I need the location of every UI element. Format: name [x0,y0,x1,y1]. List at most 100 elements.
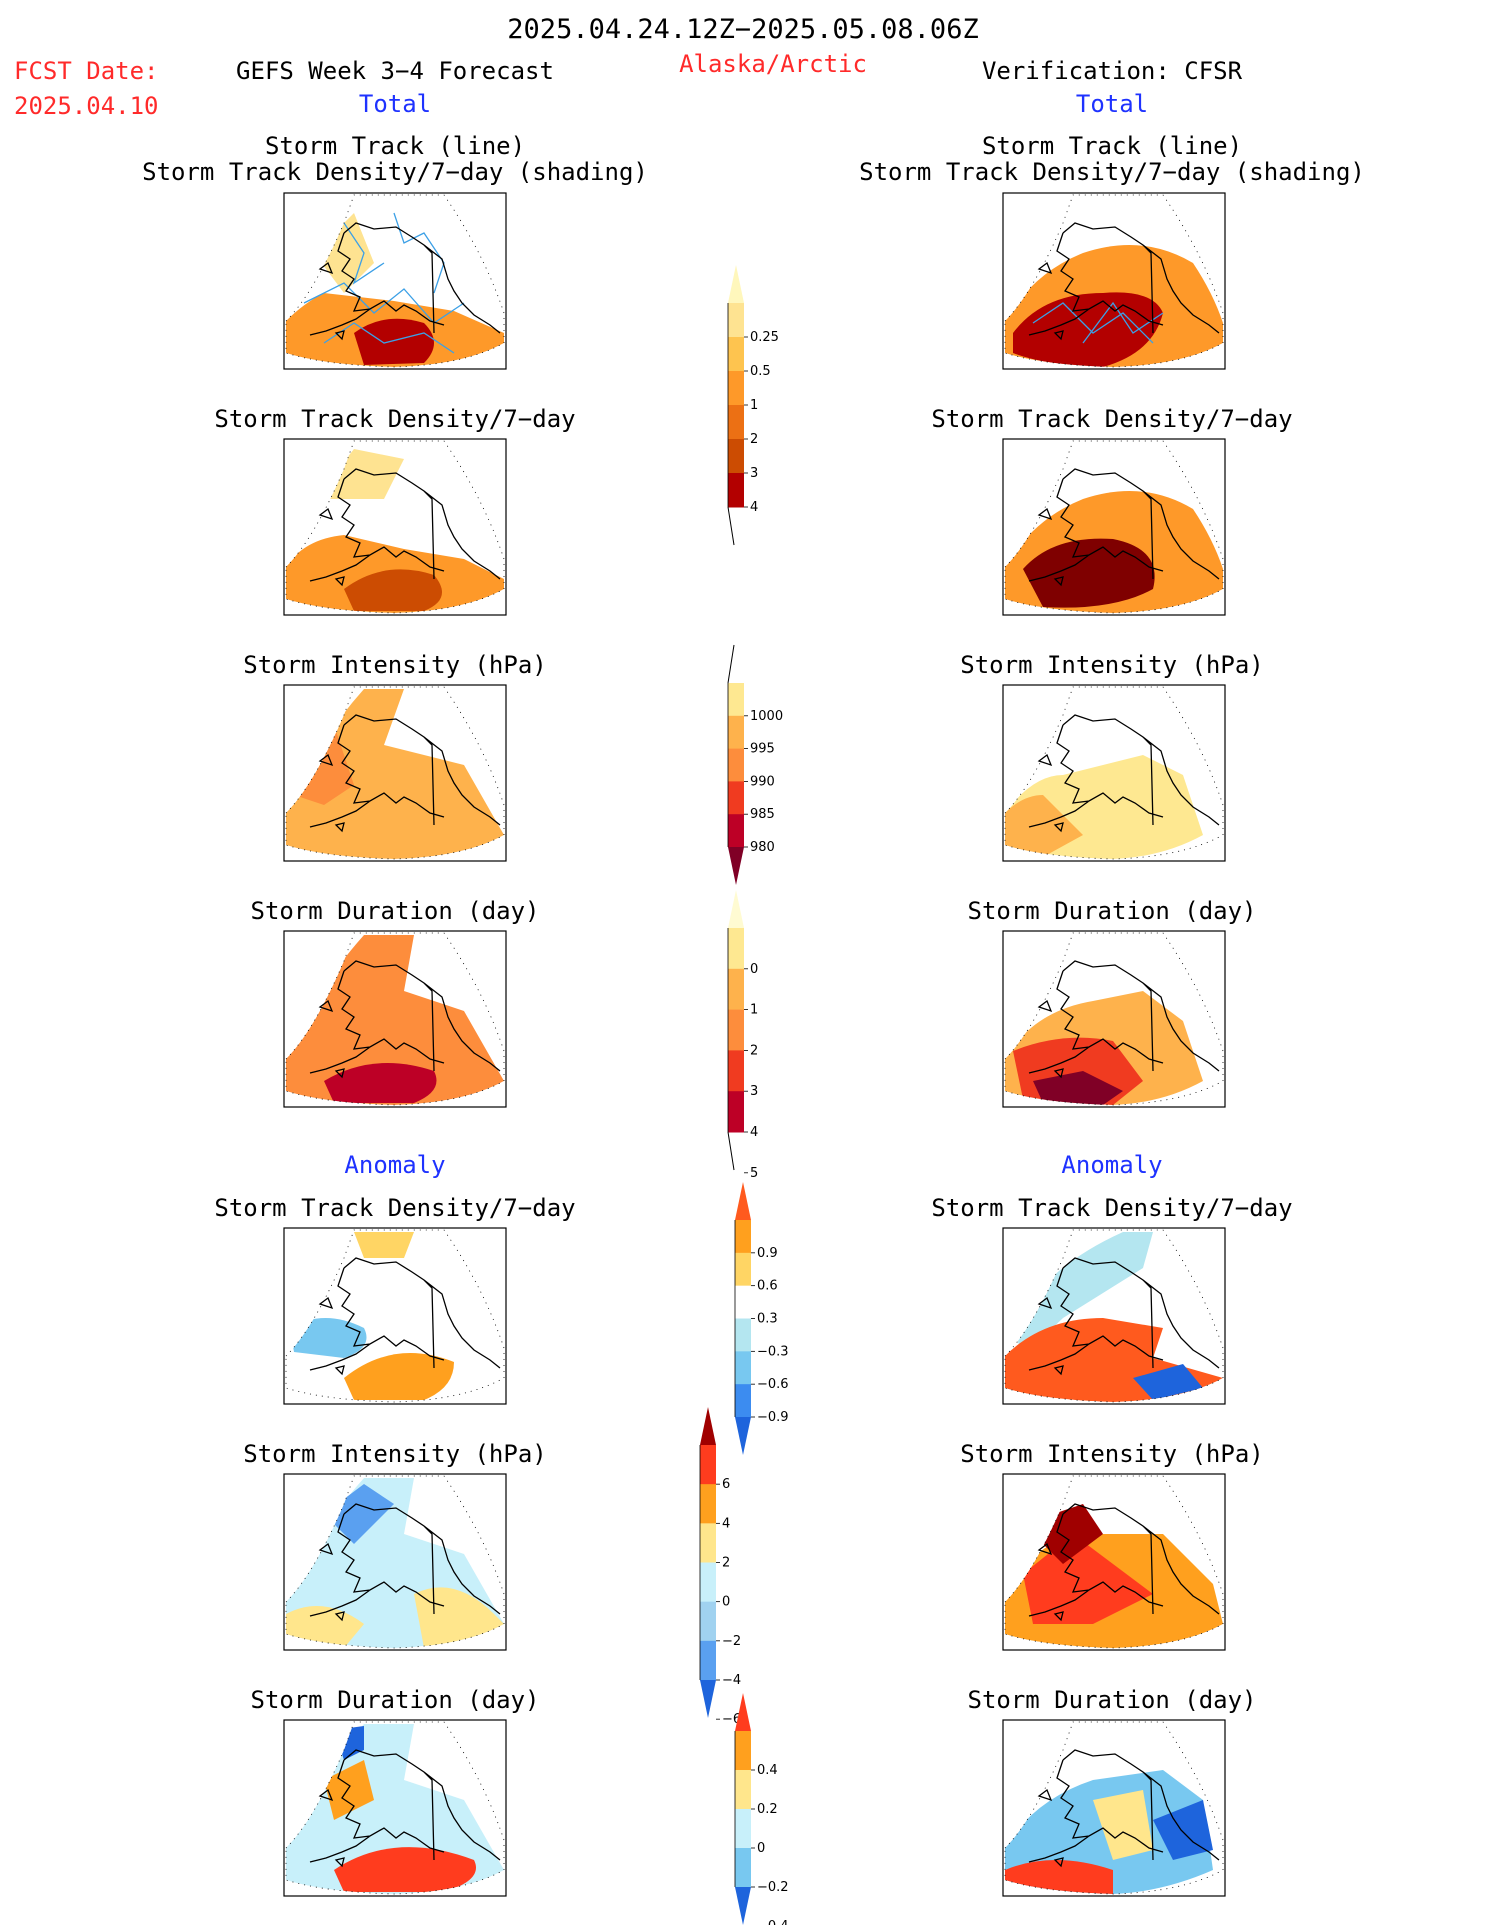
section-total-right: Total [1076,90,1148,118]
colorbar-tick-label: 0.5 [750,364,771,379]
colorbar-tick-label: −0.9 [757,1410,789,1425]
map-panel-l3 [283,930,507,1108]
coastline [1028,1257,1220,1376]
panel-title-l2: Storm Track Density/7−day [214,405,575,433]
map-panel-l5 [283,1473,507,1651]
colorbar-tick-label: 985 [750,807,775,822]
colorbar-arrow-top [728,265,744,303]
colorbar-segment [728,405,744,440]
domain-edge [285,686,505,860]
shade-region [1093,1790,1153,1860]
colorbar-segment [735,1848,751,1888]
colorbar-segment [728,748,744,782]
colorbar-tick-label: 3 [750,1084,758,1099]
domain-edge [1004,440,1224,614]
colorbar-tick-label: 0.6 [757,1279,778,1294]
map-panel-r3 [1002,930,1226,1108]
colorbar-arrow-bottom [735,1417,751,1455]
colorbar-segment [728,1050,744,1092]
domain-edge [1004,686,1224,860]
map-shading [1005,1770,1213,1894]
colorbar-segment [728,303,744,338]
map-shading [290,1232,454,1400]
domain-edge [1004,1475,1224,1649]
panel-title-r4: Storm Duration (day) [968,897,1257,925]
colorbar-segment [728,337,744,372]
colorbar-tick-label: 2 [750,432,758,447]
period-title: 2025.04.24.12Z−2025.05.08.06Z [507,14,978,45]
panel-title-l1b: Storm Track Density/7−day (shading) [142,158,648,186]
colorbar-tick-label: 0.2 [757,1802,778,1817]
storm-track-lines [1032,301,1164,344]
colorbar-segment [700,1562,716,1603]
coastline [309,1257,501,1376]
colorbar-tick-label: 4 [750,1125,758,1140]
domain-edge [1004,932,1224,1106]
colorbar-tick-label: 1 [750,398,758,413]
map-shading [1005,491,1223,613]
shade-region [1133,1364,1203,1400]
map-shading [1005,245,1223,367]
colorbar-tick-label: 1 [750,1003,758,1018]
colorbar-tick-label: 2 [750,1043,758,1058]
colorbar-arrow-bottom [735,1887,751,1925]
colorbar-segment [728,439,744,474]
shade-region [344,569,442,611]
shade-region [324,1063,437,1103]
colorbar-tick-label: 4 [722,1516,730,1531]
colorbar-tick-label: 0.25 [750,330,779,345]
colorbar-duration: 0 1 2 3 4 5 [727,890,758,1181]
colorbar-segment [735,1351,751,1385]
coastline [1028,1749,1220,1868]
map-panel-r6 [1002,1719,1226,1897]
shade-region [286,1606,364,1648]
colorbar-tick-label: 5 [750,1166,758,1181]
colorbar-arrow-top [728,890,744,928]
map-panel-l2 [283,684,507,862]
colorbar-segment [728,371,744,406]
domain-edge [285,194,505,368]
panel-title-l1a: Storm Track (line) [265,132,525,160]
track-line [1082,301,1164,344]
map-panel-l0 [283,192,507,370]
coastline [309,1749,501,1868]
map-shading [1005,755,1203,859]
coastline [309,468,501,587]
shade-region [1043,1504,1103,1564]
colorbar-segment [728,814,744,848]
map-shading [1005,1232,1223,1402]
map-shading [286,1478,504,1648]
coastline [1028,714,1220,833]
shade-region [414,1587,504,1648]
fcst-date: 2025.04.10 [14,92,159,120]
colorbar-intensity: 1000 995 990 985 980 [727,644,783,885]
colorbar-tick-label: 995 [750,742,775,757]
colorbar-segment [735,1731,751,1771]
colorbar-tick-label: 0 [722,1595,730,1610]
colorbar-segment [700,1523,716,1563]
colorbar-duration-anomaly: 0.4 0.2 0 −0.2 −0.4 [734,1693,789,1925]
shade-region [324,1760,374,1820]
colorbar-tick-label: −0.6 [757,1377,789,1392]
panel-title-r5: Storm Track Density/7−day [931,1194,1292,1222]
coastline [1028,960,1220,1079]
colorbar-tick-label: 0 [750,962,758,977]
coastline [309,222,501,341]
map-panel-l6 [283,1719,507,1897]
colorbar-tick-label: −4 [722,1673,741,1688]
track-line [303,282,465,324]
colorbar-segment [728,968,744,1011]
colorbar-tick-label: 990 [750,774,775,789]
colorbar-segment [728,683,744,717]
colorbar-tick-label: −0.3 [757,1344,789,1359]
colorbar-tick-label: 0.9 [757,1246,778,1261]
track-line [393,212,445,294]
region-title: Alaska/Arctic [679,50,867,78]
colorbar-segment [735,1318,751,1352]
colorbar-arrow-top [727,644,735,684]
colorbar-arrow-top [700,1407,716,1445]
shade-region [286,689,504,859]
track-line [1032,302,1154,344]
colorbar-segment [735,1220,751,1254]
map-shading [286,449,504,613]
